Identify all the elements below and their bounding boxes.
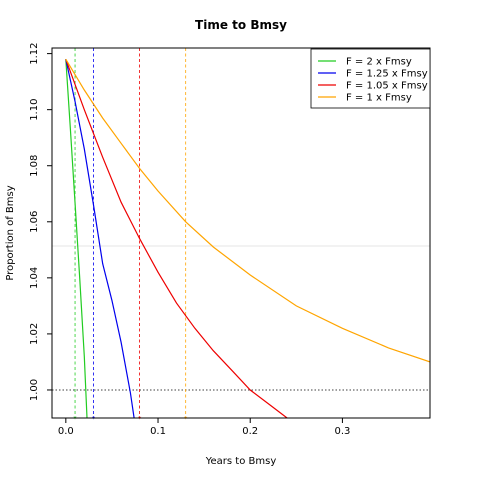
y-tick-label: 1.12 (29, 42, 40, 64)
x-tick-label: 0.1 (150, 426, 166, 437)
series-line-3 (65, 58, 288, 418)
x-tick-label: 0.0 (58, 426, 74, 437)
x-tick-label: 0.3 (334, 426, 350, 437)
y-tick-label: 1.10 (29, 99, 40, 121)
time-to-bmsy-marker-1: * (73, 415, 77, 423)
time-to-bmsy-marker-3: * (138, 415, 142, 423)
x-axis-label: Years to Bmsy (205, 456, 277, 467)
y-tick-label: 1.08 (29, 155, 40, 177)
axes: 0.0 0.1 0.2 0.3 1.00 1.02 1.04 1.06 1.08 1.10 1.12 (29, 42, 431, 437)
y-tick-label: 1.00 (29, 379, 40, 401)
series-line-1 (65, 59, 88, 418)
y-tick-label: 1.02 (29, 323, 40, 345)
plot-area: * * * * (52, 48, 430, 423)
y-axis-label: Proportion of Bmsy (5, 185, 16, 280)
series-line-2 (65, 59, 135, 418)
time-to-bmsy-marker-4: * (184, 415, 188, 423)
plot-frame (51, 47, 431, 419)
time-to-bmsy-marker-2: * (92, 415, 96, 423)
legend-box (310, 48, 431, 109)
y-tick-label: 1.06 (29, 211, 40, 233)
legend-label-2: F = 1.25 x Fmsy (346, 69, 428, 80)
series-line-4 (65, 58, 430, 363)
y-tick-label: 1.04 (29, 267, 40, 289)
x-tick-label: 0.2 (242, 426, 258, 437)
legend-label-1: F = 2 x Fmsy (346, 57, 412, 68)
legend-label-3: F = 1.05 x Fmsy (346, 81, 428, 92)
legend-label-4: F = 1 x Fmsy (346, 93, 412, 104)
plot-clipped-group (52, 48, 430, 418)
chart-title: Time to Bmsy (195, 18, 287, 32)
